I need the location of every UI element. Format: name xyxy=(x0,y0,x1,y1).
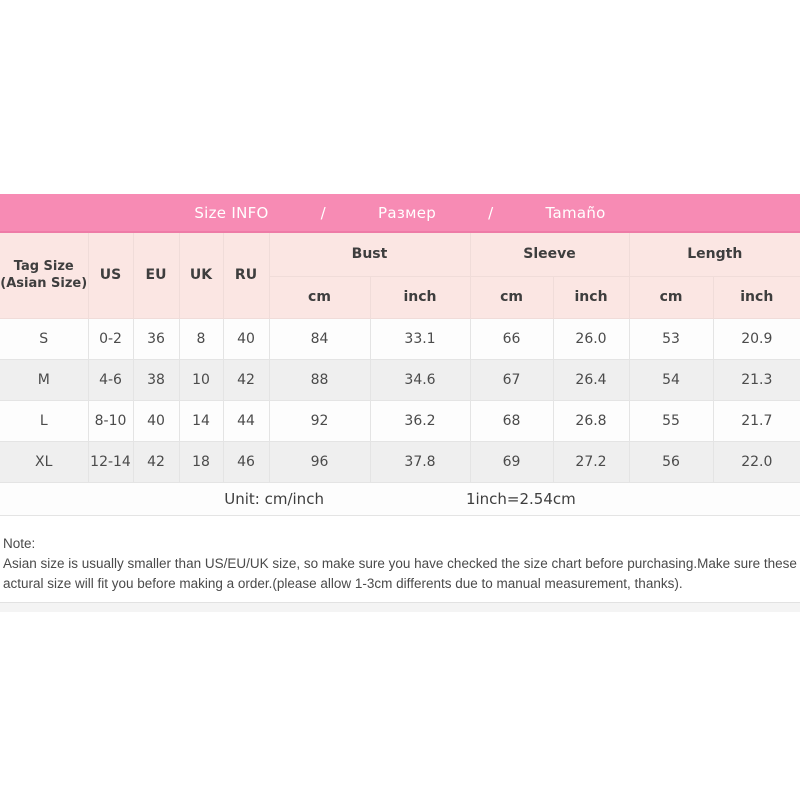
cell-bust-cm: 96 xyxy=(268,440,371,483)
cell-bust-cm: 88 xyxy=(268,358,371,401)
cell-sleeve-inch: 26.8 xyxy=(552,399,630,442)
table-footer: Unit: cm/inch 1inch=2.54cm xyxy=(0,481,800,516)
cell-length-cm: 55 xyxy=(628,399,714,442)
cell-length-inch: 20.9 xyxy=(712,317,800,360)
cell-ru: 42 xyxy=(222,358,270,401)
table-row: M 4-6 38 10 42 88 34.6 67 26.4 54 21.3 xyxy=(0,358,800,401)
title-separator: / xyxy=(320,203,327,222)
header-length: Length xyxy=(628,233,800,277)
cell-ru: 46 xyxy=(222,440,270,483)
cell-bust-inch: 37.8 xyxy=(369,440,471,483)
cell-us: 8-10 xyxy=(87,399,134,442)
unit-cell: Unit: cm/inch 1inch=2.54cm xyxy=(0,481,800,516)
cell-tag: L xyxy=(0,399,89,442)
note-body: Asian size is usually smaller than US/EU… xyxy=(3,555,797,591)
cell-us: 4-6 xyxy=(87,358,134,401)
cell-uk: 18 xyxy=(178,440,224,483)
cell-eu: 42 xyxy=(132,440,180,483)
unit-line: Unit: cm/inch 1inch=2.54cm xyxy=(0,490,800,508)
size-info-title-bar: Size INFO / Размер / Tamaño xyxy=(0,194,800,233)
cell-length-cm: 54 xyxy=(628,358,714,401)
cell-uk: 10 xyxy=(178,358,224,401)
size-chart-table: Tag Size (Asian Size) US EU UK RU Bust S… xyxy=(0,233,800,516)
cell-ru: 40 xyxy=(222,317,270,360)
cell-sleeve-cm: 66 xyxy=(469,317,554,360)
header-eu: EU xyxy=(132,233,180,319)
note-section: Note: Asian size is usually smaller than… xyxy=(0,534,800,594)
header-sleeve: Sleeve xyxy=(469,233,630,277)
header-sleeve-inch: inch xyxy=(552,275,630,319)
header-bust-cm: cm xyxy=(269,275,371,319)
cell-tag: XL xyxy=(0,440,89,483)
header-bust-inch: inch xyxy=(369,275,471,319)
unit-row: Unit: cm/inch 1inch=2.54cm xyxy=(0,481,800,516)
cell-tag: M xyxy=(0,358,89,401)
unit-conversion: 1inch=2.54cm xyxy=(465,489,576,508)
cell-bust-inch: 36.2 xyxy=(369,399,471,442)
cell-sleeve-cm: 69 xyxy=(469,440,554,483)
cell-eu: 38 xyxy=(132,358,180,401)
header-tag-size-line2: (Asian Size) xyxy=(0,276,88,292)
cell-sleeve-inch: 27.2 xyxy=(552,440,630,483)
cell-tag: S xyxy=(0,317,89,360)
cell-eu: 40 xyxy=(132,399,180,442)
cell-eu: 36 xyxy=(132,317,180,360)
header-ru: RU xyxy=(222,233,270,319)
cell-uk: 8 xyxy=(178,317,224,360)
cell-us: 0-2 xyxy=(87,317,134,360)
title-separator: / xyxy=(488,203,494,222)
cell-bust-inch: 33.1 xyxy=(369,317,471,360)
cell-bust-inch: 34.6 xyxy=(369,358,471,401)
cell-us: 12-14 xyxy=(87,440,134,483)
header-sleeve-cm: cm xyxy=(469,275,554,319)
cell-ru: 44 xyxy=(222,399,270,442)
unit-label: Unit: cm/inch xyxy=(224,489,324,508)
top-whitespace xyxy=(0,0,800,194)
table-header: Tag Size (Asian Size) US EU UK RU Bust S… xyxy=(0,233,800,319)
header-tag-size-line1: Tag Size xyxy=(13,259,74,275)
table-body: S 0-2 36 8 40 84 33.1 66 26.0 53 20.9 M … xyxy=(0,317,800,483)
header-tag-size: Tag Size (Asian Size) xyxy=(0,233,89,319)
title-segment-size-info: Size INFO xyxy=(194,203,269,222)
cell-length-inch: 22.0 xyxy=(712,440,800,483)
cell-sleeve-inch: 26.0 xyxy=(552,317,630,360)
cell-length-cm: 53 xyxy=(628,317,714,360)
table-row: XL 12-14 42 18 46 96 37.8 69 27.2 56 22.… xyxy=(0,440,800,483)
note-heading: Note: xyxy=(3,535,36,551)
title-segment-razmer: Размер xyxy=(378,203,437,222)
header-length-inch: inch xyxy=(712,275,800,319)
cell-bust-cm: 84 xyxy=(268,317,371,360)
cell-sleeve-inch: 26.4 xyxy=(552,358,630,401)
table-row: L 8-10 40 14 44 92 36.2 68 26.8 55 21.7 xyxy=(0,399,800,442)
bottom-divider xyxy=(0,601,800,612)
cell-sleeve-cm: 68 xyxy=(469,399,554,442)
cell-sleeve-cm: 67 xyxy=(469,358,554,401)
table-row: S 0-2 36 8 40 84 33.1 66 26.0 53 20.9 xyxy=(0,317,800,360)
header-length-cm: cm xyxy=(628,275,714,319)
header-bust: Bust xyxy=(268,233,471,277)
header-row-1: Tag Size (Asian Size) US EU UK RU Bust S… xyxy=(0,233,800,319)
cell-length-inch: 21.7 xyxy=(712,399,800,442)
header-us: US xyxy=(87,233,134,319)
cell-length-inch: 21.3 xyxy=(712,358,800,401)
cell-bust-cm: 92 xyxy=(268,399,371,442)
cell-length-cm: 56 xyxy=(628,440,714,483)
cell-uk: 14 xyxy=(178,399,224,442)
header-uk: UK xyxy=(178,233,224,319)
title-segment-tamano: Tamaño xyxy=(545,203,606,222)
